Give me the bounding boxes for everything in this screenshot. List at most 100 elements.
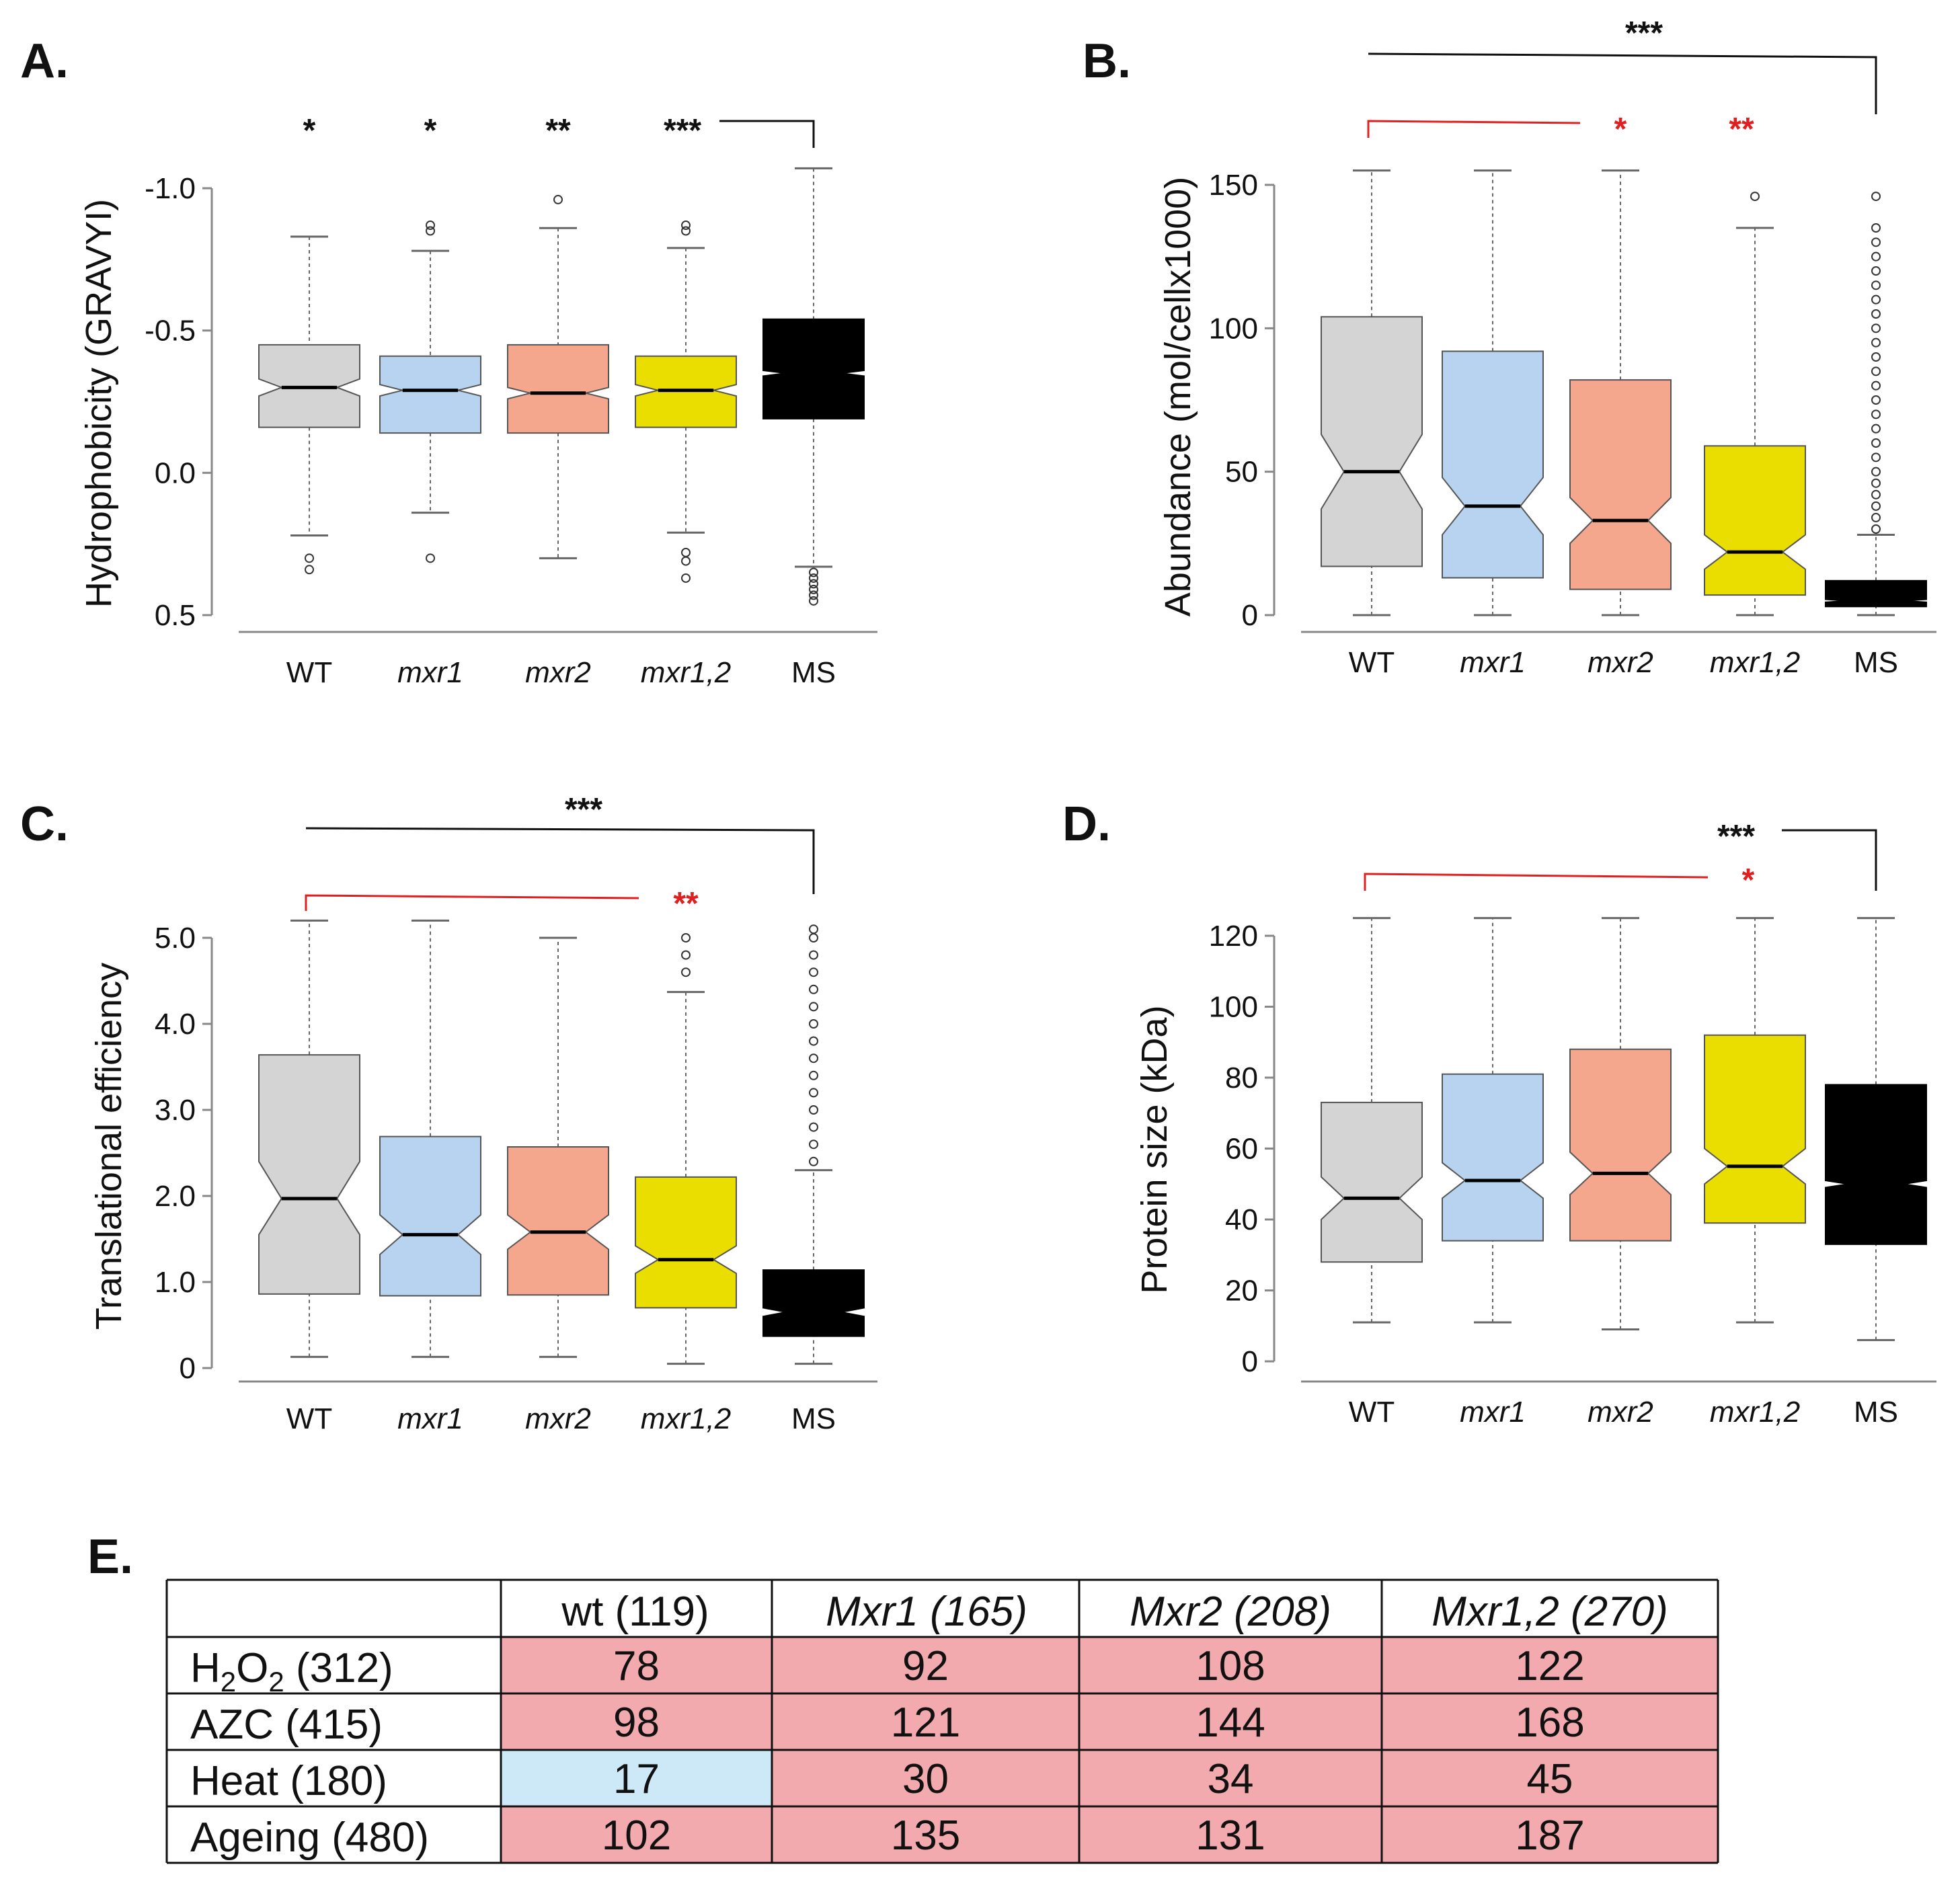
outlier-point [426,221,435,231]
significance-bracket [305,894,639,911]
table-cell-bg [1382,1750,1718,1806]
outlier-point [809,933,818,943]
significance-stars: * [1742,863,1755,898]
outlier-point [1871,294,1881,305]
outlier-point [809,584,818,594]
y-tick-label: 1.0 [155,1266,196,1299]
x-category-label: WT [286,656,332,689]
y-tick-label: -1.0 [145,172,196,205]
outlier-point [809,573,818,583]
y-tick-label: 2.0 [155,1180,196,1213]
x-category-label: WT [286,1402,332,1435]
significance-stars: *** [1717,819,1755,854]
outlier-point [1871,501,1881,511]
outlier-point [809,590,818,600]
outlier-point [809,1122,818,1132]
panel-a-hydrophobicity-chart: -1.0 -0.5 0.0 0.5 Hydrophobicity (GRAVYI) WT m… [79,113,877,689]
y-tick-label: 100 [1209,991,1258,1024]
table-cell-bg [1382,1637,1718,1693]
table-cell-bg [1382,1693,1718,1750]
x-category-label: MS [1854,646,1898,679]
significance-stars: * [424,113,437,149]
x-category-label: mxr1,2 [1710,1396,1800,1429]
x-category-label: mxr2 [1587,646,1653,679]
x-category-label: mxr1,2 [1710,646,1800,679]
box-mxr1 [379,355,481,434]
x-category-label: mxr2 [525,1402,591,1435]
box-WT [1321,1101,1423,1263]
box-mxr1 [379,1135,481,1297]
table-cell-bg [772,1806,1079,1863]
box-mxr1,2 [635,1176,737,1309]
table-cell-bg [772,1637,1079,1693]
table-cell-bg [1079,1693,1382,1750]
significance-stars: ** [673,886,699,922]
table-cell-value: 102 [602,1812,671,1859]
outlier-point [681,950,691,960]
y-tick-label: 3.0 [155,1094,196,1127]
box-MS [762,318,865,419]
outlier-point [1871,309,1881,319]
box-mxr1 [1442,1073,1544,1242]
outlier-point [809,1088,818,1098]
table-header-mxr2: Mxr2 (208) [1130,1589,1331,1635]
table-cell-bg [1079,1750,1382,1806]
outlier-point [809,596,818,606]
y-tick-label: 0 [1242,1345,1258,1378]
box-MS [1825,579,1927,608]
outlier-point [1871,512,1881,522]
outlier-point [1871,266,1881,276]
outlier-point [1871,438,1881,448]
outlier-point [553,194,563,204]
panel-label-d: D. [1062,797,1111,851]
table-cell-value: 121 [891,1699,960,1746]
outlier-point [809,1105,818,1115]
outlier-point [809,1156,818,1166]
x-category-label: mxr1 [397,1402,463,1435]
table-cell-value: 122 [1515,1643,1584,1689]
table-cell-value: 144 [1195,1699,1265,1746]
y-tick-label: 20 [1225,1275,1258,1308]
table-row-label-h2o2: H2O2 (312) [190,1645,393,1697]
x-category-label: mxr1 [1460,646,1526,679]
outlier-point [681,573,691,583]
outlier-point [809,1036,818,1046]
outlier-point [681,226,691,236]
box-mxr2 [1569,1048,1672,1242]
y-tick-label: 40 [1225,1203,1258,1236]
y-tick-label: 5.0 [155,922,196,955]
outlier-point [1871,381,1881,391]
x-category-label: WT [1349,646,1395,679]
outlier-point [809,1139,818,1150]
outlier-point [809,924,818,934]
table-cell-value: 108 [1195,1643,1265,1689]
outlier-point [1871,280,1881,290]
outlier-point [1871,452,1881,463]
box-mxr2 [507,344,609,434]
outlier-point [1871,366,1881,376]
outlier-point [1750,192,1760,202]
y-tick-label: 50 [1225,456,1258,489]
y-axis-label: Abundance (mol/cellx1000) [1158,177,1198,616]
table-cell-bg [501,1637,772,1693]
significance-bracket [1368,52,1877,114]
outlier-point [1871,223,1881,233]
outlier-point [426,553,435,563]
x-category-label: mxr1,2 [641,1402,731,1435]
outlier-point [681,556,691,566]
panel-e-table: wt (119) Mxr1 (165) Mxr2 (208) Mxr1,2 (2… [165,1578,1719,1864]
table-cell-bg [1382,1806,1718,1863]
y-tick-label: 150 [1209,169,1258,202]
table-cell-value: 92 [902,1643,949,1689]
x-category-label: WT [1349,1396,1395,1429]
y-tick-label: 120 [1209,920,1258,953]
significance-stars: * [1614,112,1627,147]
significance-stars: *** [1625,15,1663,51]
outlier-point [809,950,818,960]
outlier-point [426,226,435,236]
box-MS [762,1269,865,1337]
y-tick-label: 4.0 [155,1008,196,1041]
box-mxr1,2 [1704,1034,1806,1224]
outlier-point [809,1070,818,1080]
